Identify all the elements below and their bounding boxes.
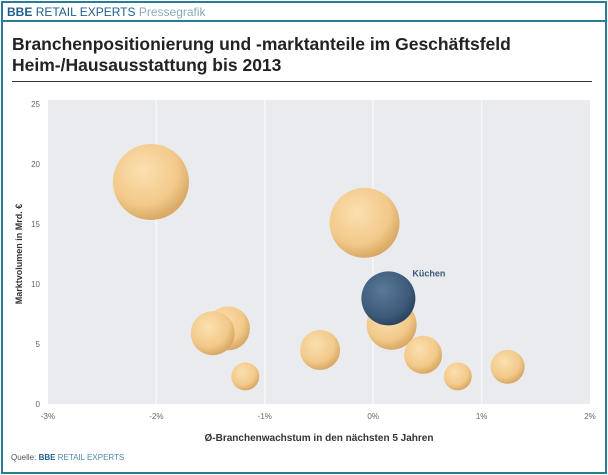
x-tick-label: 1% (476, 412, 488, 421)
bubble (231, 362, 260, 391)
bubble-label: Küchen (412, 268, 445, 278)
y-tick-label: 25 (31, 100, 40, 109)
source-brand-name: RETAIL EXPERTS (57, 453, 125, 462)
bubble (443, 362, 472, 391)
bubble (404, 335, 443, 374)
source-brand-bold: BBE (38, 453, 56, 462)
y-axis-label: Marktvolumen in Mrd. € (14, 204, 24, 305)
x-tick-label: 2% (584, 412, 596, 421)
x-tick-label: -1% (258, 412, 272, 421)
bubble (490, 349, 525, 384)
y-tick-label: 0 (36, 400, 41, 409)
y-tick-label: 20 (31, 160, 40, 169)
brand-logo-bold: BBE (7, 5, 33, 19)
bubble (300, 330, 341, 370)
y-tick-label: 10 (31, 280, 40, 289)
source-note: Quelle: BBE RETAIL EXPERTS (11, 453, 124, 462)
bubble (329, 187, 400, 258)
title-line-1: Branchenpositionierung und -marktanteile… (12, 34, 511, 54)
brand-bar: BBE RETAIL EXPERTS Pressegrafik (3, 3, 605, 22)
source-label: Quelle: (11, 453, 37, 462)
x-tick-label: -3% (41, 412, 55, 421)
title-line-2: Heim-/Hausausstattung bis 2013 (12, 55, 282, 75)
bubble (112, 144, 189, 220)
x-tick-label: -2% (149, 412, 163, 421)
x-axis-label: Ø-Branchenwachstum in den nächsten 5 Jah… (205, 433, 434, 444)
chart-title: Branchenpositionierung und -marktanteile… (12, 34, 592, 76)
brand-subtitle: Pressegrafik (138, 5, 206, 19)
brand-logo-name: RETAIL EXPERTS (35, 5, 136, 19)
x-tick-label: 0% (367, 412, 379, 421)
y-tick-label: 5 (36, 340, 41, 349)
bubble (190, 311, 235, 356)
y-tick-label: 15 (31, 220, 40, 229)
title-divider (12, 81, 592, 82)
bubble-highlight (361, 271, 416, 326)
